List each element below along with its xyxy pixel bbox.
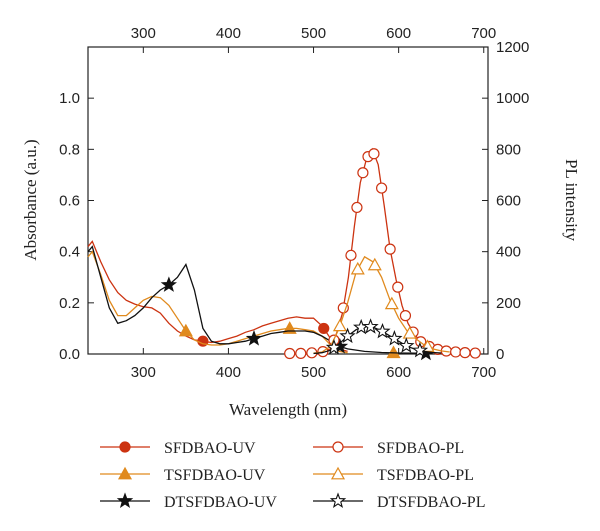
data-point-sfdbao-pl [351,201,363,214]
y-tick-label-right: 200 [496,295,521,312]
legend-label-dtsfdbao-pl: DTSFDBAO-PL [377,494,485,511]
legend: SFDBAO-UV TSFDBAO-UV DTSFDBAO-UV SFDBAO-PL T… [100,440,485,511]
legend-item-sfdbao-uv: SFDBAO-UV [100,440,256,457]
series-tsfdbao-pl [313,255,450,354]
data-point-tsfdbao-pl [384,296,399,310]
series-line-sfdbao-uv [87,240,348,353]
data-point-sfdbao-pl [345,249,357,261]
legend-label-sfdbao-pl: SFDBAO-PL [377,440,464,457]
data-point-sfdbao-pl [376,182,388,194]
data-point-sfdbao-pl [384,243,396,255]
data-point-dtsfdbao-pl [325,339,343,355]
data-point-sfdbao-pl [459,347,471,359]
x-tick-label-top: 300 [131,25,156,42]
data-point-sfdbao-pl [284,347,296,360]
legend-item-tsfdbao-pl: TSFDBAO-PL [313,466,474,484]
legend-label-sfdbao-uv: SFDBAO-UV [164,440,256,457]
data-point-tsfdbao-pl [332,318,347,332]
data-point-dtsfdbao-pl [411,341,429,358]
legend-item-sfdbao-pl: SFDBAO-PL [313,440,464,457]
x-tick-label-bottom: 500 [301,364,326,381]
x-tick-label-bottom: 300 [131,364,156,381]
legend-label-dtsfdbao-uv: DTSFDBAO-UV [164,494,277,511]
x-tick-label-top: 400 [216,25,241,42]
legend-marker-tsfdbao-uv [117,466,133,480]
data-point-sfdbao-pl [450,346,462,358]
series-layer [87,147,481,361]
y-tick-label-left: 0.8 [59,141,80,158]
legend-marker-sfdbao-pl [332,441,344,453]
data-point-dtsfdbao-uv [245,330,263,346]
x-tick-label-bottom: 700 [471,364,496,381]
series-line-tsfdbao-pl [313,255,450,354]
data-point-sfdbao-uv [318,322,330,335]
data-point-sfdbao-pl [469,347,481,359]
data-point-tsfdbao-pl [350,261,365,275]
data-point-sfdbao-pl [368,148,380,160]
y-tick-label-left: 0.2 [59,295,80,312]
series-sfdbao-uv [87,240,348,353]
series-dtsfdbao-pl [313,318,442,358]
x-tick-label-top: 600 [386,25,411,42]
legend-marker-tsfdbao-pl [330,466,346,480]
data-point-tsfdbao-pl [367,257,382,271]
x-tick-label-top: 700 [471,25,496,42]
y-tick-label-right: 1200 [496,39,529,56]
y-tick-label-left: 0.4 [59,244,80,261]
y-tick-label-right: 1000 [496,90,529,107]
x-tick-label-bottom: 600 [386,364,411,381]
y-tick-label-right: 0 [496,346,504,363]
x-tick-label-top: 500 [301,25,326,42]
data-point-dtsfdbao-pl [362,318,379,334]
data-point-dtsfdbao-pl [386,329,403,346]
data-point-tsfdbao-uv [178,323,193,337]
legend-marker-dtsfdbao-pl [329,492,347,508]
legend-label-tsfdbao-pl: TSFDBAO-PL [377,467,474,484]
data-point-sfdbao-pl [392,281,404,293]
data-point-sfdbao-pl [295,347,307,359]
y-axis-title-left: Absorbance (a.u.) [21,139,40,260]
data-point-sfdbao-pl [357,167,369,179]
data-point-sfdbao-pl [337,302,349,314]
x-tick-label-bottom: 400 [216,364,241,381]
y-tick-label-right: 800 [496,141,521,158]
legend-item-tsfdbao-uv: TSFDBAO-UV [100,466,266,484]
y-tick-label-left: 0.0 [59,346,80,363]
data-point-dtsfdbao-pl [374,322,391,339]
series-line-dtsfdbao-uv [87,245,433,355]
legend-marker-dtsfdbao-uv [116,492,134,508]
y-tick-label-right: 600 [496,193,521,210]
y-axis-title-right: PL intensity [562,159,581,242]
data-point-sfdbao-pl [399,310,412,322]
legend-marker-sfdbao-uv [119,441,131,453]
data-point-dtsfdbao-pl [398,337,415,353]
legend-label-tsfdbao-uv: TSFDBAO-UV [164,467,266,484]
series-line-tsfdbao-uv [87,250,348,354]
legend-item-dtsfdbao-uv: DTSFDBAO-UV [100,492,277,511]
axis-ticks: 300 400 500 600 700 300 400 500 600 700 0.0 0.2 0.4 0… [59,25,529,381]
data-point-tsfdbao-pl [402,326,417,339]
y-tick-label-right: 400 [496,244,521,261]
y-tick-label-left: 0.6 [59,193,80,210]
legend-item-dtsfdbao-pl: DTSFDBAO-PL [313,492,485,511]
x-axis-title: Wavelength (nm) [229,400,347,419]
data-point-dtsfdbao-uv [160,276,177,292]
data-point-dtsfdbao-pl [339,327,356,344]
y-tick-label-left: 1.0 [59,90,80,107]
